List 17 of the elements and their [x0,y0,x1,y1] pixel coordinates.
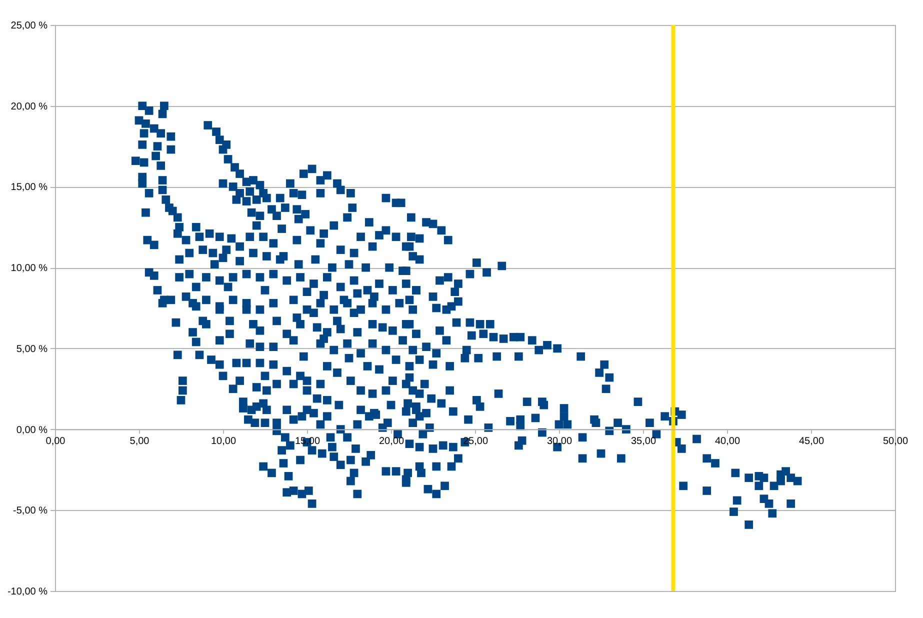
x-tick-label: 5,00 [130,436,150,447]
y-tick-label: 5,00 % [16,344,48,355]
x-tick-label: 45,00 [798,436,824,447]
y-tick-label: 0,00 % [16,424,48,436]
x-tick-label: 30,00 [546,436,572,447]
x-tick-label: 10,00 [210,436,236,447]
x-tick-label: 40,00 [714,436,740,447]
y-tick-label: 10,00 % [10,263,48,274]
y-tick-label: 15,00 % [10,182,48,194]
x-tick-label: 0,00 [46,436,66,447]
y-tick-label: 20,00 % [10,101,48,112]
x-tick-label: 50,00 [882,436,908,447]
y-tick-label: -10,00 % [7,586,48,598]
y-tick-label: -5,00 % [13,506,48,517]
x-tick-label: 35,00 [630,436,656,447]
y-tick-label: 25,00 % [10,20,48,32]
x-tick-label: 20,00 [378,436,404,447]
